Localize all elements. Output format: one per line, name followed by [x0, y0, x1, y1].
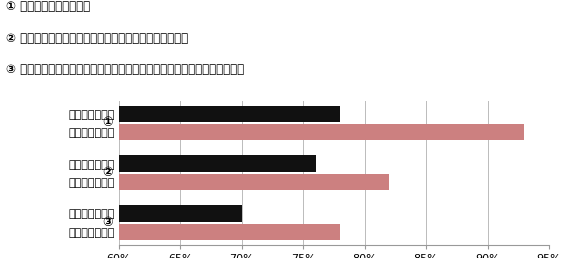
Bar	[119, 124, 525, 140]
Bar	[119, 106, 340, 122]
Bar	[119, 224, 340, 240]
Text: ③: ③	[102, 216, 113, 229]
Text: ② 自分にあったスピードで学習を進めることができる。: ② 自分にあったスピードで学習を進めることができる。	[6, 31, 188, 44]
Text: ③ 自分の考えや意見を友だちや先生に分かりやすく伝えることができる。: ③ 自分の考えや意見を友だちや先生に分かりやすく伝えることができる。	[6, 63, 244, 76]
Bar	[119, 174, 389, 190]
Text: ①: ①	[102, 116, 113, 130]
Text: ②: ②	[102, 166, 113, 179]
Text: ① 学習は分かりやすい。: ① 学習は分かりやすい。	[6, 0, 90, 13]
Bar	[119, 205, 242, 222]
Bar	[119, 155, 315, 172]
